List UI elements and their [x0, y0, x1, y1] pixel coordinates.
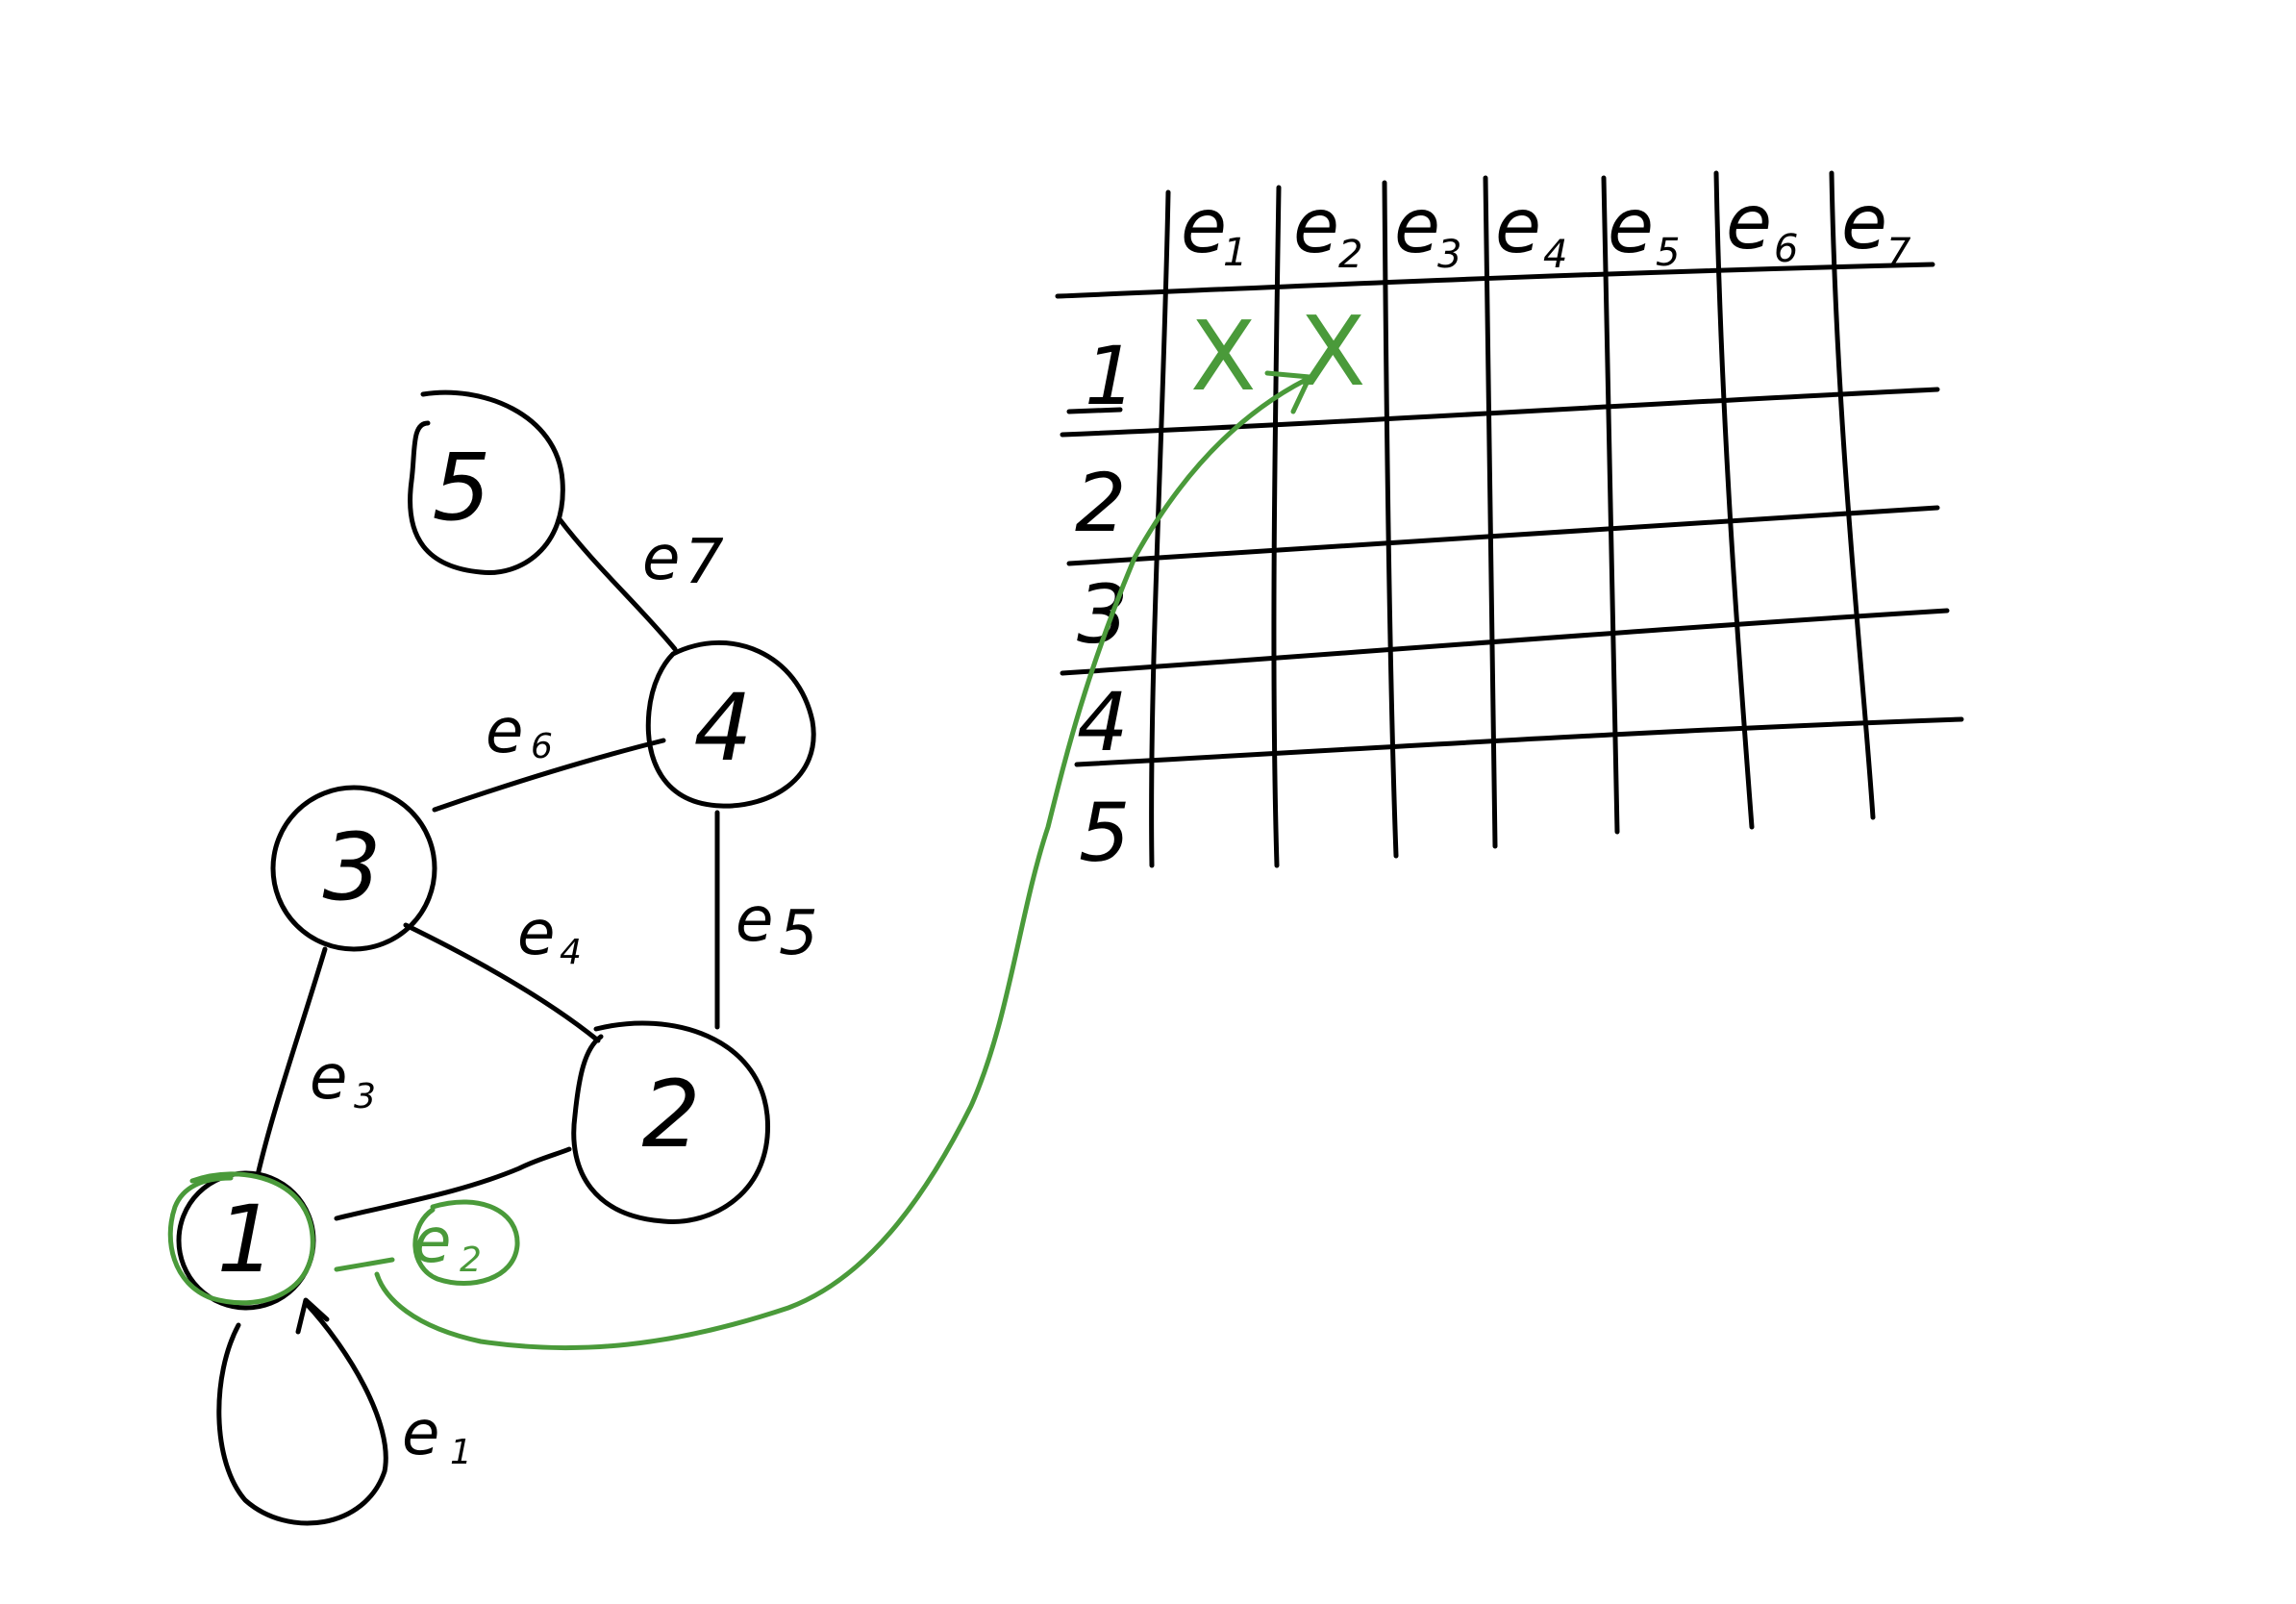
column-header-e2-sub: 2 [1338, 233, 1362, 277]
edge-e5-sub: 5 [779, 898, 818, 969]
node-3-circle [270, 785, 437, 952]
edge-e3-line [255, 946, 328, 1178]
edge-e2-highlight-circle [412, 1199, 520, 1286]
node-3: 3 [270, 785, 437, 952]
edge-e7-label: e 7 [642, 523, 724, 598]
column-header-e6-base: e [1726, 180, 1772, 266]
edge-e1-loop [216, 1300, 388, 1526]
connector-arrow-path [374, 377, 1309, 1351]
row-label-5: 5 [1079, 786, 1130, 880]
edge-e3-base: e [310, 1042, 347, 1114]
edge-e6-label: e 6 [486, 696, 553, 767]
column-header-e2-base: e [1293, 184, 1339, 270]
edge-e4-line [403, 922, 601, 1043]
matrix-row-line-3 [1060, 608, 1950, 676]
column-header-e5-base: e [1608, 184, 1654, 270]
edge-e4-label: e 4 [517, 898, 582, 972]
row-label-2: 2 [1075, 456, 1126, 550]
matrix-row-line-2 [1066, 505, 1940, 566]
matrix-col-line-0 [1149, 189, 1171, 868]
column-header-e4-base: e [1495, 184, 1541, 270]
matrix-col-line-1 [1271, 185, 1282, 868]
column-header-e3: e 3 [1394, 184, 1461, 277]
column-header-e3-sub: 3 [1437, 233, 1461, 277]
edge-e4-base: e [517, 898, 555, 969]
graph: 5 4 3 2 1 e 7 e 6 e [167, 389, 818, 1526]
column-header-e5-sub: 5 [1656, 231, 1680, 275]
matrix-col-line-5 [1713, 170, 1755, 830]
edge-e7-line [557, 516, 678, 652]
node-2-label: 2 [641, 1061, 700, 1168]
edge-e6-base: e [486, 696, 523, 767]
highlight-connector [374, 370, 1312, 1351]
column-header-e1: e 1 [1181, 184, 1247, 275]
matrix-col-line-4 [1601, 175, 1620, 835]
column-header-e6-sub: 6 [1774, 227, 1798, 271]
column-header-e1-base: e [1181, 184, 1227, 270]
column-header-e7: e 7 [1841, 180, 1911, 275]
node-4-label: 4 [693, 674, 752, 782]
matrix-col-line-6 [1829, 170, 1876, 820]
node-5-circle [408, 389, 565, 576]
node-1: 1 [167, 1170, 316, 1311]
matrix-col-line-2 [1382, 180, 1399, 859]
matrix-marks: X X [1190, 295, 1366, 413]
edge-e1-arrowhead [295, 1297, 330, 1335]
mark-row1-e1: X [1190, 300, 1257, 413]
matrix-column-headers: e 1 e 2 e 3 e 4 e 5 e 6 [1181, 180, 1911, 277]
edge-e1-base: e [402, 1398, 439, 1469]
row-label-3: 3 [1077, 567, 1128, 662]
node-2-circle [571, 1020, 770, 1224]
edge-e4-sub: 4 [560, 933, 582, 972]
column-header-e2: e 2 [1293, 184, 1362, 277]
edge-e2-line [334, 1146, 572, 1221]
edge-e5-label: e 5 [736, 885, 818, 969]
edge-e7-sub: 7 [685, 527, 724, 598]
node-3-label: 3 [322, 814, 381, 921]
edge-e1-label: e 1 [402, 1398, 472, 1472]
column-header-e5: e 5 [1608, 184, 1680, 275]
edge-e3-sub: 3 [354, 1077, 376, 1116]
matrix-row-line-4 [1074, 716, 1964, 767]
node-1-label: 1 [216, 1186, 275, 1293]
matrix-header-line [1055, 262, 1935, 299]
row-label-1-underline [1066, 407, 1123, 414]
incidence-matrix: e 1 e 2 e 3 e 4 e 5 e 6 [1055, 170, 1964, 880]
column-header-e7-base: e [1841, 180, 1887, 266]
mark-row1-e2: X [1300, 295, 1366, 408]
column-header-e4: e 4 [1495, 184, 1567, 277]
column-header-e6: e 6 [1726, 180, 1798, 271]
edge-e2-sub: 2 [460, 1241, 482, 1280]
column-header-e3-base: e [1394, 184, 1440, 270]
column-header-e4-sub: 4 [1543, 233, 1567, 277]
node-5: 5 [408, 389, 565, 576]
node-4: 4 [645, 639, 816, 809]
connector-arrowhead [1264, 370, 1312, 414]
row-label-1: 1 [1085, 329, 1136, 423]
node-1-highlight-circle [167, 1171, 315, 1306]
column-header-e7-sub: 7 [1886, 231, 1911, 275]
edge-e2-label: e 2 [334, 1199, 520, 1286]
node-5-label: 5 [432, 434, 490, 541]
edge-e6-sub: 6 [531, 727, 553, 766]
matrix-row-labels: 1 2 3 4 5 [1066, 329, 1136, 880]
edge-e3-label: e 3 [310, 1042, 376, 1116]
edge-e7-base: e [642, 523, 680, 594]
node-4-circle [645, 639, 816, 809]
node-2: 2 [571, 1020, 770, 1224]
edge-e2-highlight-tick [334, 1257, 395, 1272]
matrix-row-line-1 [1060, 387, 1940, 438]
edge-e1-sub: 1 [450, 1433, 472, 1472]
edge-e5-base: e [736, 885, 773, 956]
matrix-col-line-3 [1483, 175, 1498, 849]
edge-e6-line [432, 738, 666, 813]
column-header-e1-sub: 1 [1223, 231, 1247, 275]
